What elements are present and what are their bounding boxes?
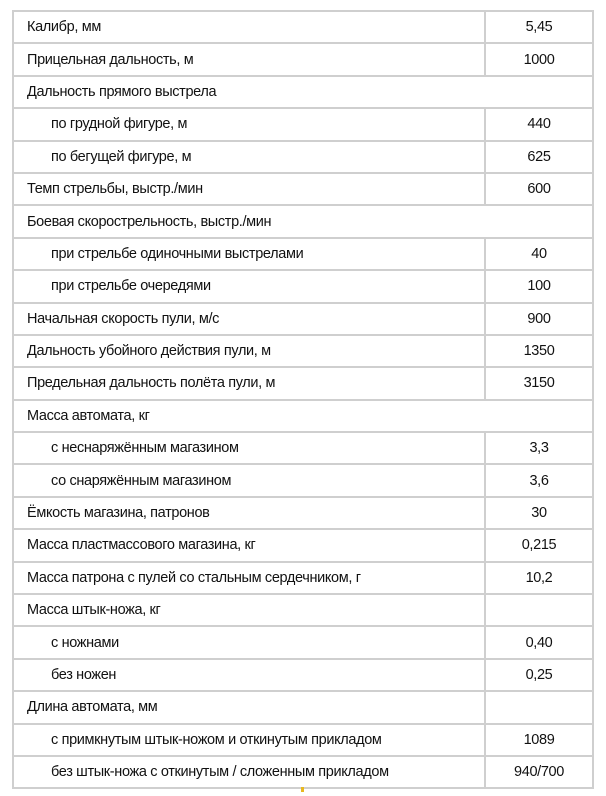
- table-row: с неснаряжённым магазином 3,3: [12, 431, 594, 466]
- row-label: Предельная дальность полёта пули, м: [12, 366, 486, 401]
- table-row: по бегущей фигуре, м 625: [12, 139, 594, 174]
- table-row: при стрельбе одиночными выстрелами 40: [12, 236, 594, 272]
- row-label: Ёмкость магазина, патронов: [12, 495, 486, 531]
- row-label: Темп стрельбы, выстр./мин: [12, 171, 486, 207]
- table-row: Масса автомата, кг: [12, 398, 594, 434]
- table-row: Дальность прямого выстрела: [12, 74, 594, 110]
- row-label: при стрельбе очередями: [12, 269, 486, 304]
- row-label: при стрельбе одиночными выстрелами: [12, 236, 486, 272]
- row-value: 3,6: [484, 463, 594, 498]
- row-value: 1000: [484, 42, 594, 77]
- table-row: Масса пластмассового магазина, кг 0,215: [12, 528, 594, 563]
- row-value: 440: [484, 107, 594, 142]
- row-label: Калибр, мм: [12, 9, 486, 45]
- row-value: 625: [484, 139, 594, 174]
- table-row: Темп стрельбы, выстр./мин 600: [12, 171, 594, 207]
- row-label: по грудной фигуре, м: [12, 107, 486, 142]
- row-value: 1089: [484, 722, 594, 757]
- table-row: без ножен 0,25: [12, 657, 594, 693]
- row-label: Масса патрона с пулей со стальным сердеч…: [12, 560, 486, 596]
- row-value: 40: [484, 236, 594, 272]
- row-value: 900: [484, 301, 594, 336]
- table-row: Масса патрона с пулей со стальным сердеч…: [12, 560, 594, 596]
- row-value: 0,40: [484, 625, 594, 660]
- row-label: с неснаряжённым магазином: [12, 431, 486, 466]
- specifications-table: Калибр, мм 5,45 Прицельная дальность, м 100…: [12, 9, 594, 790]
- row-value: 0,25: [484, 657, 594, 693]
- decorative-mark: [301, 787, 304, 792]
- row-label: Длина автомата, мм: [12, 690, 486, 725]
- row-label: Масса штык-ножа, кг: [12, 593, 486, 628]
- table-row: Длина автомата, мм: [12, 690, 594, 725]
- row-value: [484, 593, 594, 628]
- table-row: Ёмкость магазина, патронов 30: [12, 495, 594, 531]
- row-value: 1350: [484, 333, 594, 369]
- row-label: с примкнутым штык-ножом и откинутым прик…: [12, 722, 486, 757]
- table-row: с примкнутым штык-ножом и откинутым прик…: [12, 722, 594, 757]
- table-row: Дальность убойного действия пули, м 1350: [12, 333, 594, 369]
- table-row: Масса штык-ножа, кг: [12, 593, 594, 628]
- table-row: Калибр, мм 5,45: [12, 9, 594, 45]
- table-row: с ножнами 0,40: [12, 625, 594, 660]
- table-row: без штык-ножа с откинутым / сложенным пр…: [12, 754, 594, 790]
- row-value: 940/700: [484, 754, 594, 790]
- table-row: по грудной фигуре, м 440: [12, 107, 594, 142]
- row-label: Боевая скорострельность, выстр./мин: [12, 204, 594, 239]
- row-value: 100: [484, 269, 594, 304]
- row-value: 0,215: [484, 528, 594, 563]
- row-label: Масса пластмассового магазина, кг: [12, 528, 486, 563]
- table-row: Предельная дальность полёта пули, м 3150: [12, 366, 594, 401]
- row-value: 3150: [484, 366, 594, 401]
- row-label: Прицельная дальность, м: [12, 42, 486, 77]
- row-value: 600: [484, 171, 594, 207]
- row-label: без ножен: [12, 657, 486, 693]
- row-label: со снаряжённым магазином: [12, 463, 486, 498]
- row-value: [484, 690, 594, 725]
- row-label: по бегущей фигуре, м: [12, 139, 486, 174]
- table-row: при стрельбе очередями 100: [12, 269, 594, 304]
- table-row: Начальная скорость пули, м/с 900: [12, 301, 594, 336]
- row-label: с ножнами: [12, 625, 486, 660]
- row-value: 30: [484, 495, 594, 531]
- row-label: Начальная скорость пули, м/с: [12, 301, 486, 336]
- table-row: Боевая скорострельность, выстр./мин: [12, 204, 594, 239]
- row-value: 3,3: [484, 431, 594, 466]
- row-value: 10,2: [484, 560, 594, 596]
- row-label: без штык-ножа с откинутым / сложенным пр…: [12, 754, 486, 790]
- table-row: Прицельная дальность, м 1000: [12, 42, 594, 77]
- row-label: Дальность прямого выстрела: [12, 74, 594, 110]
- row-label: Масса автомата, кг: [12, 398, 594, 434]
- row-value: 5,45: [484, 9, 594, 45]
- table-row: со снаряжённым магазином 3,6: [12, 463, 594, 498]
- row-label: Дальность убойного действия пули, м: [12, 333, 486, 369]
